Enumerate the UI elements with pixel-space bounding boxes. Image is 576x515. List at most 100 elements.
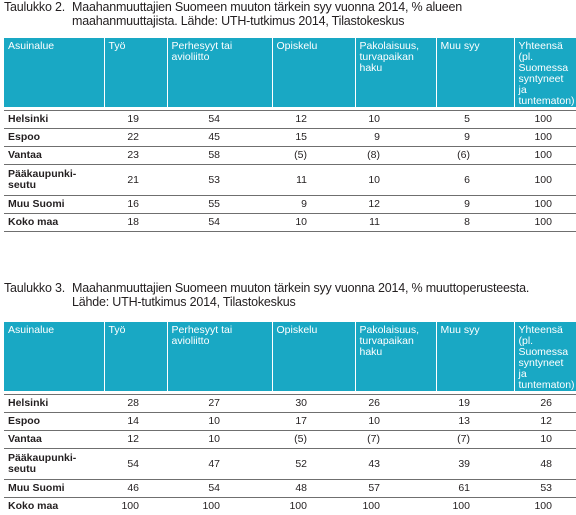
table2-header-row: Asuinalue Työ Perhesyyt tai avioliitto O… [4,38,576,107]
table2-caption-line2: maahanmuuttajista. Lähde: UTH-tutkimus 2… [4,14,576,28]
row-label: Pääkaupunki-seutu [4,165,104,196]
cell-perhesyyt: 27 [167,395,272,413]
table3-caption: Taulukko 3.Maahanmuuttajien Suomeen muut… [4,281,576,309]
cell-muu-syy: (6) [436,147,514,165]
cell-opiskelu: 30 [272,395,355,413]
table-row: Pääkaupunki-seutu 21 53 11 10 6 100 [4,165,576,196]
cell-pakolaisuus: (8) [355,147,436,165]
cell-muu-syy: 5 [436,111,514,129]
cell-pakolaisuus: 10 [355,413,436,431]
table-row: Helsinki 19 54 12 10 5 100 [4,111,576,129]
cell-tyo: 23 [104,147,167,165]
cell-yhteensa: 100 [514,165,576,196]
cell-pakolaisuus: 10 [355,111,436,129]
cell-perhesyyt: 47 [167,449,272,480]
table-row: Koko maa 100 100 100 100 100 100 [4,498,576,515]
cell-yhteensa: 100 [514,111,576,129]
table3-caption-line2: Lähde: UTH-tutkimus 2014, Tilastokeskus [4,295,576,309]
cell-tyo: 54 [104,449,167,480]
table3-number: Taulukko 3. [4,281,72,295]
table2-header-perhesyyt: Perhesyyt tai avioliitto [167,38,272,107]
cell-pakolaisuus: 43 [355,449,436,480]
cell-tyo: 18 [104,214,167,232]
table-row: Koko maa 18 54 10 11 8 100 [4,214,576,232]
table-row: Espoo 14 10 17 10 13 12 [4,413,576,431]
cell-tyo: 28 [104,395,167,413]
cell-perhesyyt: 54 [167,214,272,232]
cell-perhesyyt: 10 [167,431,272,449]
cell-muu-syy: 19 [436,395,514,413]
cell-pakolaisuus: 11 [355,214,436,232]
cell-tyo: 14 [104,413,167,431]
row-label: Helsinki [4,395,104,413]
cell-perhesyyt: 58 [167,147,272,165]
table2-header-muu-syy: Muu syy [436,38,514,107]
cell-perhesyyt: 100 [167,498,272,515]
cell-opiskelu: 11 [272,165,355,196]
cell-pakolaisuus: 100 [355,498,436,515]
cell-opiskelu: 10 [272,214,355,232]
cell-perhesyyt: 55 [167,196,272,214]
table-row: Vantaa 12 10 (5) (7) (7) 10 [4,431,576,449]
table-row: Helsinki 28 27 30 26 19 26 [4,395,576,413]
table2-header-asuinalue: Asuinalue [4,38,104,107]
cell-opiskelu: 15 [272,129,355,147]
cell-muu-syy: 61 [436,480,514,498]
row-label: Muu Suomi [4,196,104,214]
cell-tyo: 12 [104,431,167,449]
table-row: Muu Suomi 16 55 9 12 9 100 [4,196,576,214]
cell-opiskelu: (5) [272,431,355,449]
cell-opiskelu: 12 [272,111,355,129]
row-label: Espoo [4,413,104,431]
table3-header-pakolaisuus: Pakolaisuus, turvapaikan haku [355,322,436,391]
cell-pakolaisuus: 12 [355,196,436,214]
cell-pakolaisuus: 26 [355,395,436,413]
table3-header-asuinalue: Asuinalue [4,322,104,391]
table2-number: Taulukko 2. [4,0,72,14]
table-row: Pääkaupunki-seutu 54 47 52 43 39 48 [4,449,576,480]
cell-tyo: 19 [104,111,167,129]
row-label: Koko maa [4,498,104,515]
cell-pakolaisuus: 57 [355,480,436,498]
cell-perhesyyt: 53 [167,165,272,196]
table2-header-pakolaisuus: Pakolaisuus, turvapaikan haku [355,38,436,107]
row-label: Vantaa [4,147,104,165]
row-label: Helsinki [4,111,104,129]
cell-pakolaisuus: 9 [355,129,436,147]
row-label: Muu Suomi [4,480,104,498]
cell-yhteensa: 10 [514,431,576,449]
table3-header-yhteensa: Yhteensä (pl. Suomessa syntyneet ja tunt… [514,322,576,391]
table3-header-opiskelu: Opiskelu [272,322,355,391]
table3-caption-line1: Maahanmuuttajien Suomeen muuton tärkein … [72,281,529,295]
row-label: Koko maa [4,214,104,232]
cell-opiskelu: 100 [272,498,355,515]
cell-tyo: 22 [104,129,167,147]
table3-header-row: Asuinalue Työ Perhesyyt tai avioliitto O… [4,322,576,391]
cell-tyo: 100 [104,498,167,515]
cell-tyo: 46 [104,480,167,498]
table3-header-perhesyyt: Perhesyyt tai avioliitto [167,322,272,391]
table-row: Vantaa 23 58 (5) (8) (6) 100 [4,147,576,165]
cell-muu-syy: 100 [436,498,514,515]
cell-perhesyyt: 54 [167,111,272,129]
row-label: Pääkaupunki-seutu [4,449,104,480]
row-label: Vantaa [4,431,104,449]
cell-tyo: 16 [104,196,167,214]
cell-opiskelu: (5) [272,147,355,165]
table2-caption-line1: Maahanmuuttajien Suomeen muuton tärkein … [72,0,462,14]
cell-yhteensa: 48 [514,449,576,480]
table-row: Muu Suomi 46 54 48 57 61 53 [4,480,576,498]
cell-yhteensa: 100 [514,498,576,515]
cell-yhteensa: 100 [514,196,576,214]
cell-perhesyyt: 45 [167,129,272,147]
table2-header-yhteensa: Yhteensä (pl. Suomessa syntyneet ja tunt… [514,38,576,107]
cell-yhteensa: 100 [514,129,576,147]
cell-opiskelu: 17 [272,413,355,431]
cell-yhteensa: 100 [514,147,576,165]
row-label: Espoo [4,129,104,147]
cell-yhteensa: 100 [514,214,576,232]
cell-yhteensa: 53 [514,480,576,498]
table-row: Espoo 22 45 15 9 9 100 [4,129,576,147]
cell-muu-syy: 6 [436,165,514,196]
cell-muu-syy: 9 [436,129,514,147]
